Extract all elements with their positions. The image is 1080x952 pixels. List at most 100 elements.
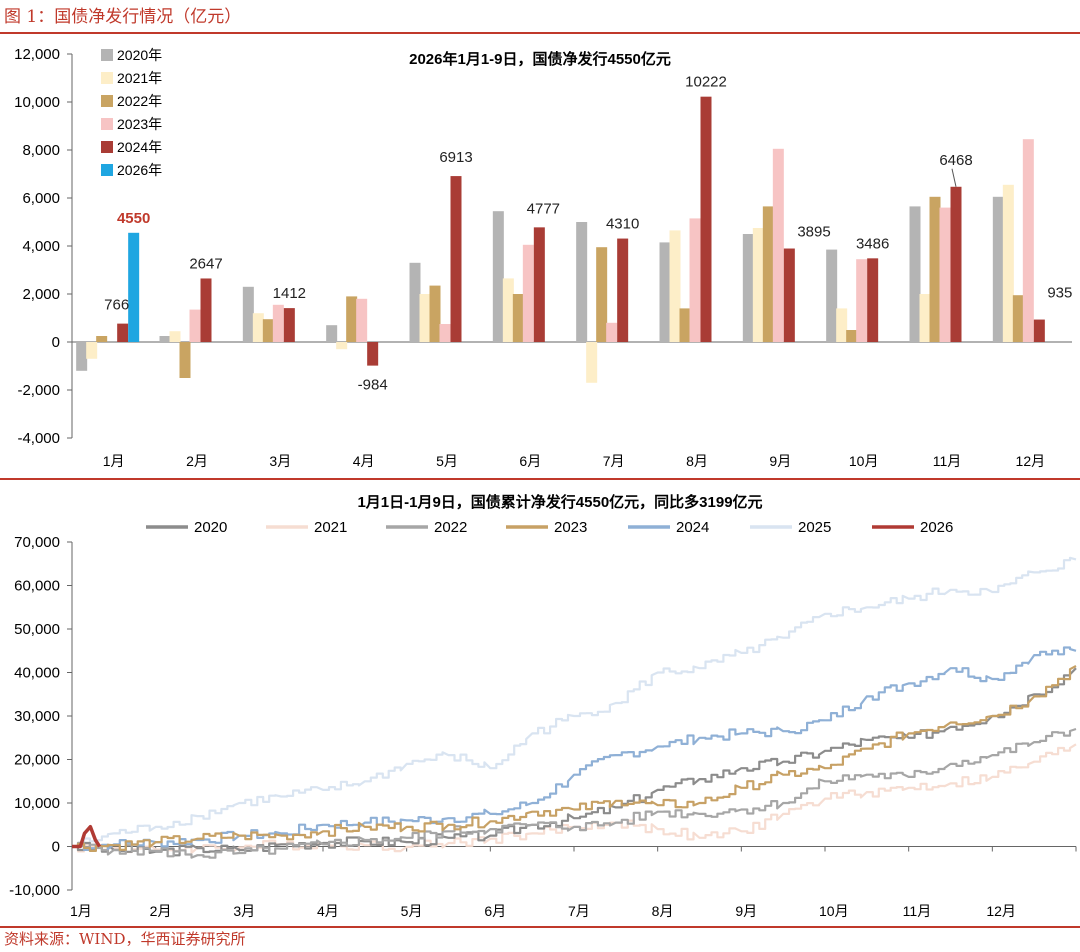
bar — [356, 298, 368, 342]
bar — [533, 227, 545, 342]
bar — [128, 232, 140, 342]
bar — [606, 322, 618, 342]
bar — [367, 342, 379, 366]
bar — [262, 319, 274, 342]
bar — [679, 308, 691, 342]
legend-label: 2021 — [314, 519, 347, 536]
series-line-2025 — [72, 556, 1077, 848]
line-chart-title: 1月1日-1月9日，国债累计净发行4550亿元，同比多3199亿元 — [357, 493, 762, 511]
bar — [992, 196, 1004, 342]
x-tick-label: 10月 — [849, 453, 879, 469]
top-rule — [0, 32, 1080, 34]
bar — [586, 342, 598, 383]
x-tick-label: 4月 — [317, 903, 339, 919]
series-line-2023 — [72, 665, 1077, 852]
y-tick-label: 70,000 — [14, 534, 60, 551]
x-tick-label: 2月 — [186, 453, 208, 469]
series-line-2022 — [72, 727, 1077, 859]
bar — [86, 342, 98, 359]
bar — [659, 242, 671, 342]
bar — [117, 323, 129, 342]
bar — [200, 278, 212, 342]
y-tick-label: 0 — [52, 334, 60, 351]
label-leader-line — [951, 168, 957, 187]
x-tick-label: 12月 — [986, 903, 1016, 919]
y-tick-label: 60,000 — [14, 578, 60, 595]
bar — [429, 285, 441, 342]
x-tick-label: 10月 — [819, 903, 849, 919]
bar — [439, 324, 451, 342]
bar — [826, 249, 838, 342]
x-tick-label: 8月 — [686, 453, 708, 469]
legend-swatch — [101, 95, 113, 107]
x-tick-label: 1月 — [103, 453, 125, 469]
data-label: 6913 — [439, 149, 472, 166]
bar — [867, 258, 879, 342]
legend-label: 2024 — [676, 519, 709, 536]
legend-swatch — [101, 164, 113, 176]
data-label: 3486 — [856, 235, 889, 252]
legend-label: 2022年 — [117, 93, 162, 109]
data-label: 935 — [1047, 285, 1072, 302]
legend-label: 2023年 — [117, 116, 162, 132]
legend-label: 2020 — [194, 519, 227, 536]
y-tick-label: 8,000 — [22, 142, 60, 159]
legend-label: 2021年 — [117, 70, 162, 86]
bar — [512, 294, 524, 342]
bar — [576, 222, 588, 342]
bar — [419, 294, 431, 342]
x-tick-label: 7月 — [603, 453, 625, 469]
bar — [856, 259, 868, 342]
x-tick-label: 3月 — [269, 453, 291, 469]
data-label: 6468 — [939, 152, 972, 169]
x-tick-label: 3月 — [233, 903, 255, 919]
legend-swatch — [101, 118, 113, 130]
bar — [522, 244, 534, 342]
y-tick-label: 20,000 — [14, 752, 60, 769]
x-tick-label: 5月 — [436, 453, 458, 469]
y-tick-label: 40,000 — [14, 665, 60, 682]
y-tick-label: 4,000 — [22, 238, 60, 255]
bar-chart-title: 2026年1月1-9日，国债净发行4550亿元 — [409, 50, 671, 68]
x-tick-label: 2月 — [150, 903, 172, 919]
y-tick-label: -2,000 — [17, 382, 60, 399]
x-tick-label: 11月 — [933, 453, 962, 469]
bar — [252, 313, 264, 342]
y-tick-label: 6,000 — [22, 190, 60, 207]
line-chart: 1月1日-1月9日，国债累计净发行4550亿元，同比多3199亿元 2020 202… — [9, 493, 1077, 919]
legend-label: 2026年 — [117, 162, 162, 178]
bar — [346, 296, 358, 342]
bar — [669, 230, 681, 342]
bar — [179, 342, 191, 378]
bar — [283, 308, 295, 342]
x-tick-label: 9月 — [769, 453, 791, 469]
y-tick-label: 30,000 — [14, 708, 60, 725]
bar — [242, 286, 254, 342]
data-label: -984 — [358, 377, 388, 394]
bar — [762, 206, 774, 342]
bar — [783, 248, 795, 342]
bar — [1022, 139, 1034, 342]
bar — [596, 247, 608, 342]
bar — [919, 294, 931, 342]
legend-label: 2020年 — [117, 47, 162, 63]
x-tick-label: 5月 — [401, 903, 423, 919]
bar — [272, 304, 284, 342]
x-tick-label: 6月 — [519, 453, 541, 469]
legend-swatch — [101, 72, 113, 84]
legend-label: 2024年 — [117, 139, 162, 155]
bar — [752, 228, 764, 342]
legend-label: 2025 — [798, 519, 831, 536]
data-label: 1412 — [273, 285, 306, 302]
x-tick-label: 1月 — [70, 903, 92, 919]
y-tick-label: 0 — [52, 839, 60, 856]
bar — [689, 218, 701, 342]
x-tick-label: 11月 — [903, 903, 932, 919]
y-tick-label: 10,000 — [14, 94, 60, 111]
bar-chart: 2026年1月1-9日，国债净发行4550亿元 -4,000 -2,000 0 2,00… — [14, 46, 1072, 469]
data-label: 4310 — [606, 216, 639, 233]
bar — [700, 96, 712, 342]
y-tick-label: 2,000 — [22, 286, 60, 303]
bar — [492, 211, 504, 342]
x-tick-label: 8月 — [652, 903, 674, 919]
